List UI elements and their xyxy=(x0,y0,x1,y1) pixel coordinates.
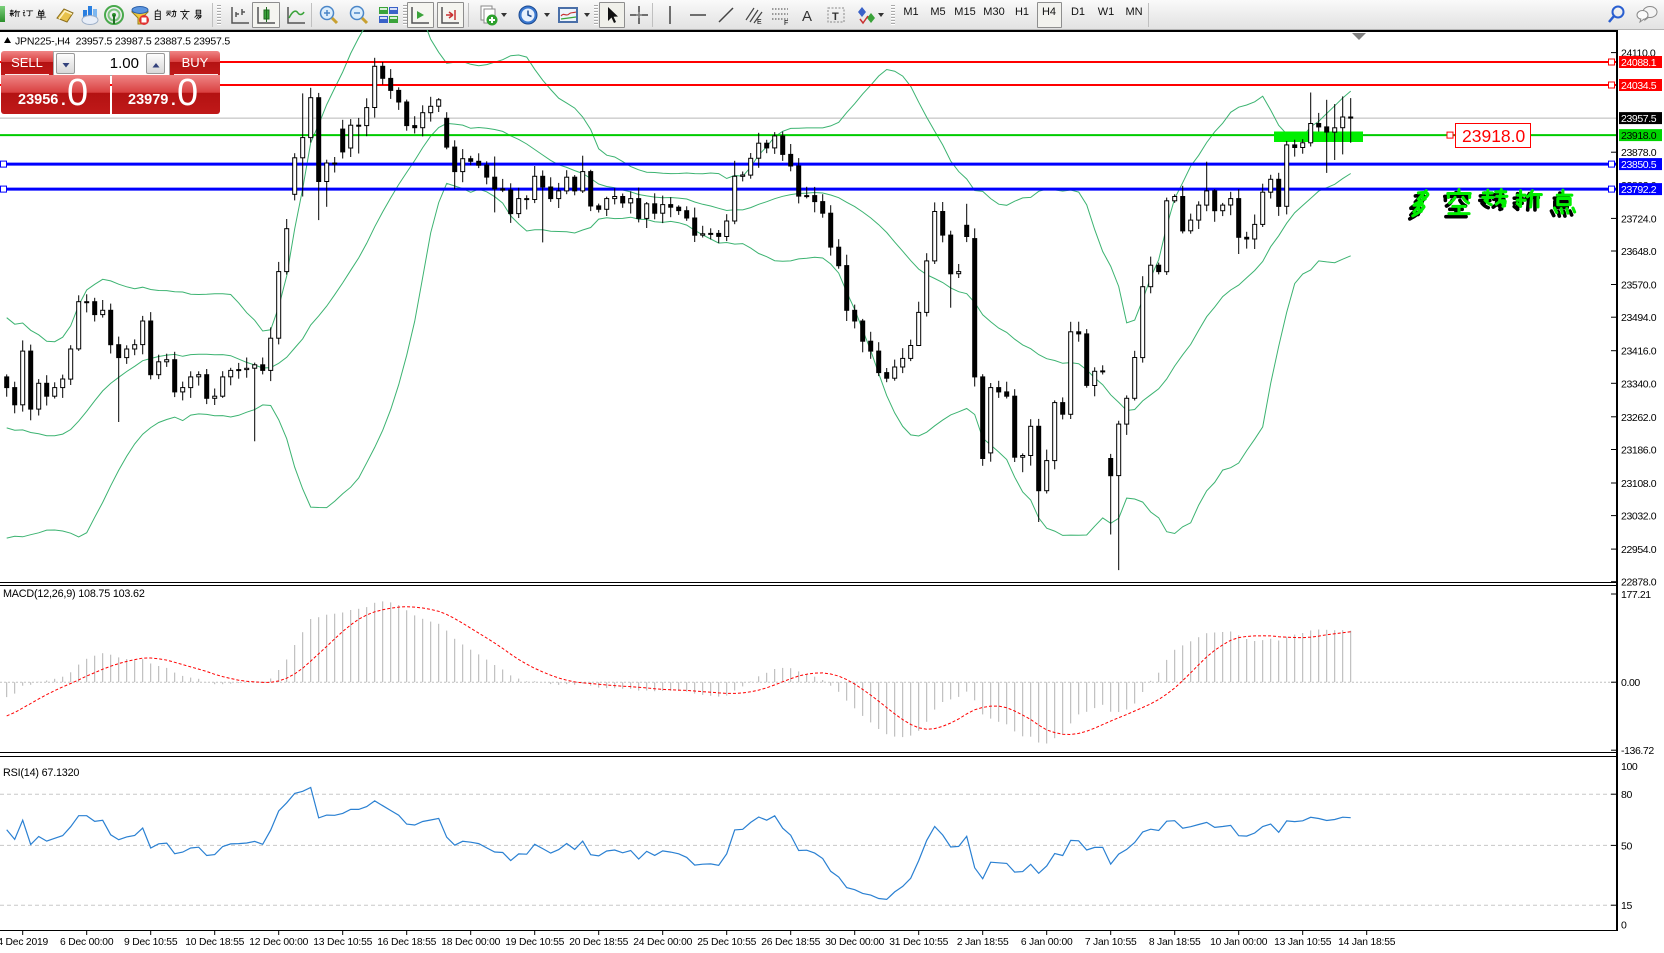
svg-text:13 Jan 10:55: 13 Jan 10:55 xyxy=(1274,937,1332,948)
svg-text:23850.5: 23850.5 xyxy=(1621,159,1657,171)
svg-text:0.00: 0.00 xyxy=(1621,677,1640,689)
svg-text:23108.0: 23108.0 xyxy=(1621,478,1657,490)
svg-text:23570.0: 23570.0 xyxy=(1621,280,1657,292)
svg-text:0: 0 xyxy=(1621,920,1627,932)
svg-text:24088.1: 24088.1 xyxy=(1621,57,1657,69)
svg-text:23416.0: 23416.0 xyxy=(1621,346,1657,358)
svg-text:31 Dec 10:55: 31 Dec 10:55 xyxy=(889,937,948,948)
svg-text:10 Dec 18:55: 10 Dec 18:55 xyxy=(185,937,244,948)
svg-text:22878.0: 22878.0 xyxy=(1621,577,1657,589)
svg-text:16 Dec 18:55: 16 Dec 18:55 xyxy=(377,937,436,948)
svg-text:25 Dec 10:55: 25 Dec 10:55 xyxy=(697,937,756,948)
svg-text:23918.0: 23918.0 xyxy=(1621,130,1657,142)
svg-text:24 Dec 00:00: 24 Dec 00:00 xyxy=(633,937,692,948)
svg-text:8 Jan 18:55: 8 Jan 18:55 xyxy=(1149,937,1201,948)
svg-text:4 Dec 2019: 4 Dec 2019 xyxy=(0,937,49,948)
svg-text:23918.0: 23918.0 xyxy=(1462,126,1526,146)
svg-text:23032.0: 23032.0 xyxy=(1621,511,1657,523)
svg-text:19 Dec 10:55: 19 Dec 10:55 xyxy=(505,937,564,948)
svg-text:100: 100 xyxy=(1621,761,1638,773)
svg-text:7 Jan 10:55: 7 Jan 10:55 xyxy=(1085,937,1137,948)
svg-text:23957.5: 23957.5 xyxy=(1621,113,1657,125)
svg-text:23494.0: 23494.0 xyxy=(1621,312,1657,324)
svg-text:10 Jan 00:00: 10 Jan 00:00 xyxy=(1210,937,1268,948)
svg-text:22954.0: 22954.0 xyxy=(1621,544,1657,556)
svg-text:23724.0: 23724.0 xyxy=(1621,213,1657,225)
svg-text:JPN225-,H4 23957.5 23987.5 23: JPN225-,H4 23957.5 23987.5 23887.5 23957… xyxy=(15,36,230,48)
svg-text:-136.72: -136.72 xyxy=(1621,745,1654,757)
svg-text:2 Jan 18:55: 2 Jan 18:55 xyxy=(957,937,1009,948)
svg-text:23340.0: 23340.0 xyxy=(1621,378,1657,390)
svg-text:15: 15 xyxy=(1621,900,1632,912)
svg-text:12 Dec 00:00: 12 Dec 00:00 xyxy=(249,937,308,948)
svg-text:30 Dec 00:00: 30 Dec 00:00 xyxy=(825,937,884,948)
svg-text:6 Jan 00:00: 6 Jan 00:00 xyxy=(1021,937,1073,948)
svg-text:23792.2: 23792.2 xyxy=(1621,184,1657,196)
svg-text:F: F xyxy=(784,20,788,26)
svg-text:RSI(14) 67.1320: RSI(14) 67.1320 xyxy=(3,767,79,779)
svg-text:13 Dec 10:55: 13 Dec 10:55 xyxy=(313,937,372,948)
svg-text:177.21: 177.21 xyxy=(1621,589,1651,601)
svg-text:18 Dec 00:00: 18 Dec 00:00 xyxy=(441,937,500,948)
svg-text:23262.0: 23262.0 xyxy=(1621,412,1657,424)
svg-text:23648.0: 23648.0 xyxy=(1621,246,1657,258)
svg-text:A: A xyxy=(802,8,812,25)
svg-text:T: T xyxy=(832,11,839,23)
svg-text:14 Jan 18:55: 14 Jan 18:55 xyxy=(1338,937,1396,948)
svg-text:23878.0: 23878.0 xyxy=(1621,147,1657,159)
svg-text:MACD(12,26,9) 108.75 103.62: MACD(12,26,9) 108.75 103.62 xyxy=(3,588,145,600)
svg-text:23186.0: 23186.0 xyxy=(1621,445,1657,457)
svg-text:9 Dec 10:55: 9 Dec 10:55 xyxy=(124,937,178,948)
svg-text:80: 80 xyxy=(1621,789,1632,801)
svg-text:24034.5: 24034.5 xyxy=(1621,80,1657,92)
svg-text:26 Dec 18:55: 26 Dec 18:55 xyxy=(761,937,820,948)
svg-text:E: E xyxy=(757,19,762,26)
svg-text:6 Dec 00:00: 6 Dec 00:00 xyxy=(60,937,114,948)
svg-text:20 Dec 18:55: 20 Dec 18:55 xyxy=(569,937,628,948)
svg-text:50: 50 xyxy=(1621,840,1632,852)
